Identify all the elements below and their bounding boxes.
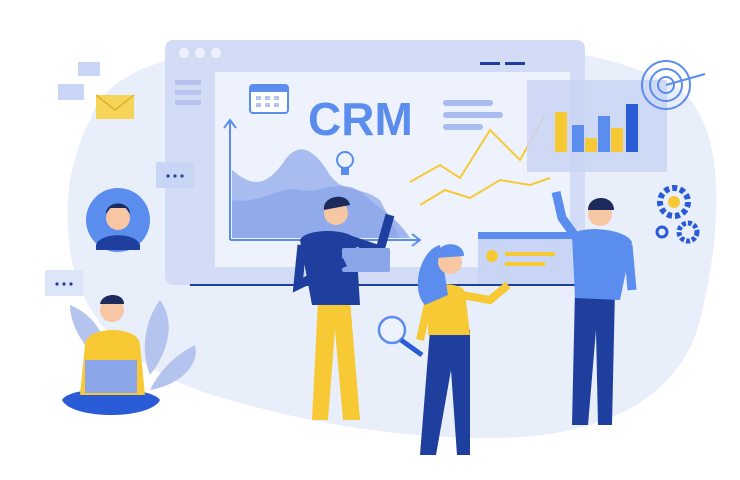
gear-icon — [655, 185, 700, 244]
envelope-icon — [58, 62, 135, 119]
bar — [611, 128, 623, 152]
calendar-icon — [249, 84, 289, 114]
bar — [572, 125, 584, 152]
bar — [555, 112, 567, 152]
bar — [598, 116, 610, 152]
person-woman — [416, 244, 511, 455]
window-dot — [195, 48, 205, 58]
window-dot — [179, 48, 189, 58]
line-chart — [409, 114, 551, 206]
lightbulb-icon — [336, 151, 354, 175]
avatar — [86, 188, 150, 252]
menu-icon — [175, 80, 201, 105]
window-dot — [211, 48, 221, 58]
magnifier-icon — [377, 315, 424, 358]
bar — [585, 138, 597, 152]
title-lines — [443, 100, 503, 130]
bar-chart-panel — [527, 80, 667, 172]
page-title: CRM — [308, 93, 413, 145]
laptop-icon — [85, 360, 137, 393]
info-card — [478, 232, 578, 284]
bar — [626, 104, 638, 152]
target-icon — [641, 60, 706, 110]
chat-bubble-icon — [45, 162, 194, 296]
person-with-tablet — [292, 196, 395, 420]
person-pointing — [551, 190, 637, 425]
person-sitting — [62, 295, 160, 415]
